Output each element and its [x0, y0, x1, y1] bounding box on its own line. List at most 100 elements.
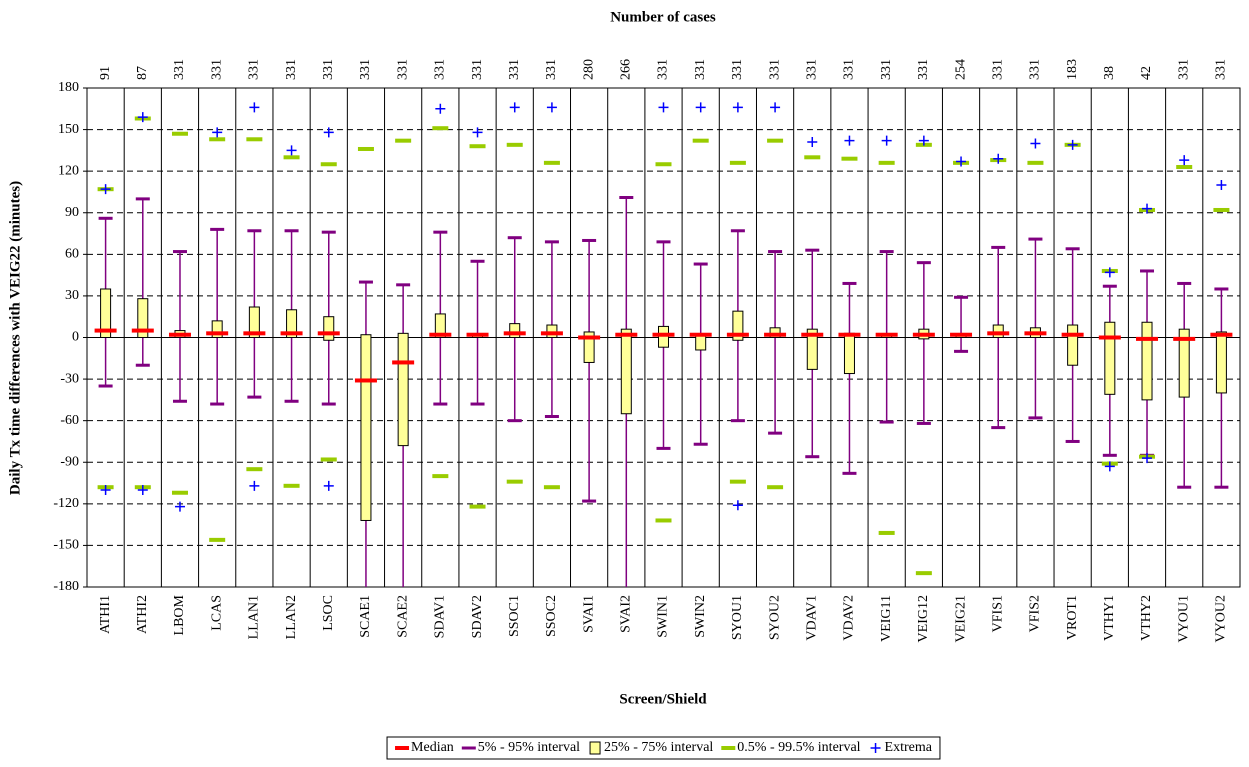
box — [1141, 321, 1153, 401]
whisker-cap-low — [1214, 485, 1229, 489]
percentile-05-995 — [469, 144, 486, 149]
median — [1098, 335, 1121, 340]
extremum — [212, 127, 223, 138]
whisker-cap-low — [768, 431, 783, 435]
percentile-05-995 — [543, 485, 560, 490]
count-label: 266 — [619, 59, 634, 80]
median — [280, 331, 303, 336]
median — [317, 331, 340, 336]
median — [503, 331, 526, 336]
x-tick-label: VTHY1 — [1102, 595, 1117, 641]
whisker-cap-low — [1177, 485, 1192, 489]
whisker-cap-low — [433, 402, 448, 406]
whisker-cap-low — [656, 446, 671, 450]
percentile-05-995 — [804, 155, 821, 160]
whisker-cap-low — [954, 349, 969, 353]
percentile-05-995 — [655, 162, 672, 167]
box — [397, 332, 409, 447]
whisker-cap-high — [135, 197, 150, 201]
legend-item: 25% - 75% interval — [589, 740, 713, 755]
count-label: 331 — [172, 59, 187, 80]
whisker-cap-low — [842, 471, 857, 475]
percentile-05-995 — [506, 142, 523, 147]
median — [689, 332, 712, 337]
extremum — [1179, 155, 1190, 166]
legend-label: 5% - 95% interval — [478, 740, 580, 755]
legend-frame — [386, 736, 941, 760]
count-label: 331 — [507, 59, 522, 80]
median — [1210, 332, 1233, 337]
median — [94, 328, 117, 333]
y-tick-label: -120 — [53, 496, 79, 511]
x-tick-label: SWIN1 — [656, 595, 671, 638]
count-label: 331 — [209, 59, 224, 80]
extremum — [323, 480, 334, 491]
whisker-cap-low — [284, 399, 299, 403]
extremum — [695, 102, 706, 113]
legend-swatch — [461, 746, 476, 750]
whisker-cap-low — [693, 442, 708, 446]
whisker-cap-high — [358, 280, 373, 284]
whisker-cap-high — [1140, 269, 1155, 273]
x-tick-label: SDAV2 — [470, 595, 485, 638]
box — [658, 325, 669, 348]
percentile-05-995 — [655, 518, 672, 523]
whisker-cap-low — [730, 419, 745, 423]
whisker-cap-high — [172, 250, 187, 254]
extremum — [881, 135, 892, 146]
box — [620, 328, 632, 415]
whisker-cap-low — [135, 363, 150, 367]
legend-item: Median — [395, 740, 454, 755]
median — [1136, 336, 1159, 341]
extremum — [435, 103, 446, 114]
percentile-05-995 — [246, 137, 263, 142]
count-label: 331 — [1176, 59, 1191, 80]
count-label: 331 — [767, 59, 782, 80]
whisker-cap-high — [991, 245, 1006, 249]
whisker-cap-high — [805, 248, 820, 252]
box — [1215, 331, 1227, 394]
extremum — [658, 102, 669, 113]
percentile-05-995 — [209, 537, 226, 542]
box — [211, 320, 223, 339]
box — [1178, 328, 1190, 398]
count-label: 331 — [433, 59, 448, 80]
extremum — [956, 156, 967, 167]
median — [764, 332, 787, 337]
grid — [83, 87, 1241, 588]
extremum — [807, 137, 818, 148]
whisker-cap-low — [172, 399, 187, 403]
x-tick-label: SSOC2 — [544, 595, 559, 637]
whisker-cap-low — [1028, 416, 1043, 420]
whisker-cap-low — [1065, 439, 1080, 443]
x-tick-label: VEIG12 — [916, 595, 931, 642]
extremum — [249, 480, 260, 491]
whisker-cap-low — [991, 426, 1006, 430]
marks — [94, 102, 1233, 587]
percentile-05-995 — [171, 131, 188, 136]
count-label: 183 — [1065, 59, 1080, 80]
legend-item: 0.5% - 99.5% interval — [721, 740, 861, 755]
x-tick-label: LSOC — [321, 595, 336, 631]
percentile-05-995 — [506, 479, 523, 484]
y-tick-label: 150 — [58, 122, 79, 137]
whisker-cap-high — [284, 229, 299, 233]
percentile-05-995 — [729, 160, 746, 165]
box — [248, 306, 260, 338]
percentile-05-995 — [432, 126, 449, 131]
count-label: 331 — [544, 59, 559, 80]
whisker-cap-high — [544, 240, 559, 244]
median — [206, 331, 229, 336]
x-tick-label: VROT1 — [1065, 595, 1080, 640]
x-tick-label: LLAN2 — [284, 595, 299, 639]
whisker-cap-high — [1065, 247, 1080, 251]
percentile-05-995 — [878, 530, 895, 535]
extremum — [137, 112, 148, 123]
percentile-05-995 — [357, 146, 374, 151]
y-tick-label: -30 — [60, 371, 79, 386]
count-label: 331 — [656, 59, 671, 80]
percentile-05-995 — [915, 571, 932, 576]
whisker-cap-low — [98, 384, 113, 388]
median — [912, 332, 935, 337]
y-tick-label: -60 — [60, 413, 79, 428]
